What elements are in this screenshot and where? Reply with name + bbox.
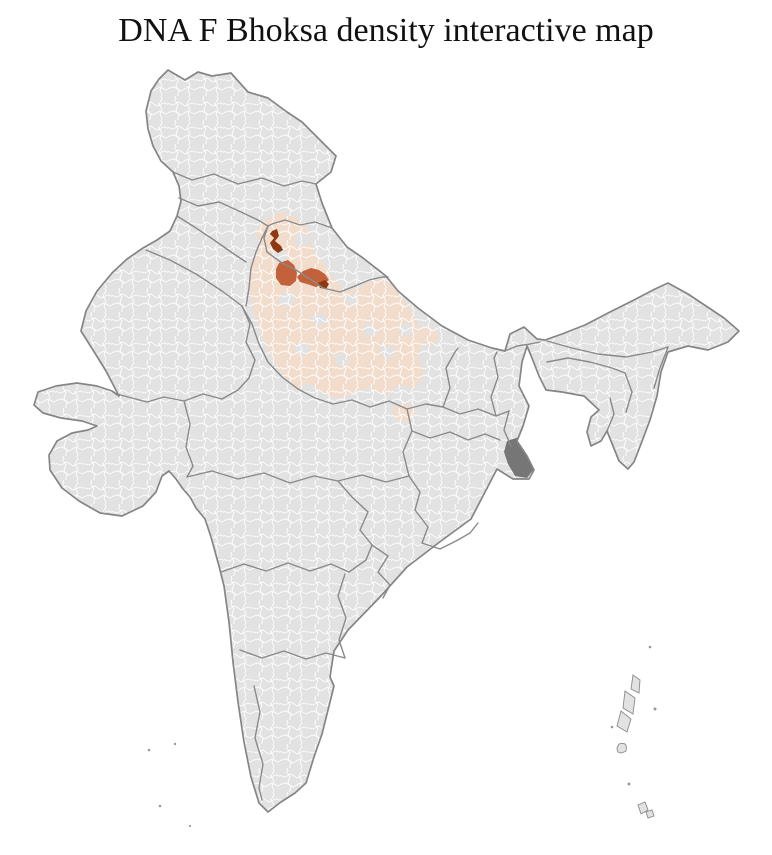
district-region-high-density-1[interactable] — [270, 229, 283, 253]
map-title: DNA F Bhoksa density interactive map — [118, 12, 654, 49]
district-region-medium-density-1[interactable] — [276, 260, 297, 286]
lakshadweep-islands[interactable] — [147, 742, 192, 828]
andaman-nicobar-islands[interactable] — [610, 645, 657, 819]
state-boundaries — [116, 171, 669, 801]
district-borders-texture — [34, 70, 739, 812]
